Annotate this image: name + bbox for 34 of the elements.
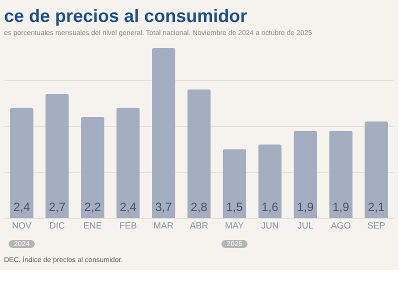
- bar: [116, 108, 140, 218]
- bar: [45, 94, 69, 218]
- data-label: 1,9: [332, 200, 350, 214]
- data-label: 3,7: [155, 200, 172, 214]
- bar: [258, 144, 282, 218]
- bar: [364, 122, 388, 218]
- x-tick-label: AGO: [330, 220, 351, 230]
- data-label: 2,4: [13, 200, 30, 214]
- data-label: 2,1: [368, 200, 385, 214]
- data-label: 2,8: [190, 200, 208, 214]
- bar: [222, 149, 246, 218]
- bar: [80, 116, 104, 218]
- x-tick-label: FEB: [119, 220, 137, 230]
- data-label: 1,5: [226, 200, 244, 214]
- x-tick-label: JUN: [261, 220, 279, 230]
- data-label: 2,2: [84, 200, 102, 214]
- x-tick-label: DIC: [49, 220, 66, 230]
- data-label: 1,6: [262, 200, 279, 214]
- x-tick-label: NOV: [12, 220, 32, 230]
- bar: [152, 48, 176, 218]
- bar: [294, 130, 318, 218]
- bar: [329, 130, 353, 218]
- x-tick-label: MAY: [225, 220, 244, 230]
- chart-title: ce de precios al consumidor: [4, 6, 248, 26]
- x-tick-label: JUL: [297, 220, 314, 230]
- data-label: 1,9: [297, 200, 314, 214]
- data-label: 2,7: [48, 200, 66, 214]
- x-tick-label: ENE: [83, 220, 102, 230]
- bar: [187, 89, 211, 218]
- x-tick-label: ABR: [190, 220, 209, 230]
- x-tick-label: SEP: [367, 220, 386, 230]
- x-tick-label: MAR: [154, 220, 174, 230]
- bar: [10, 108, 34, 218]
- data-label: 2,4: [120, 200, 137, 214]
